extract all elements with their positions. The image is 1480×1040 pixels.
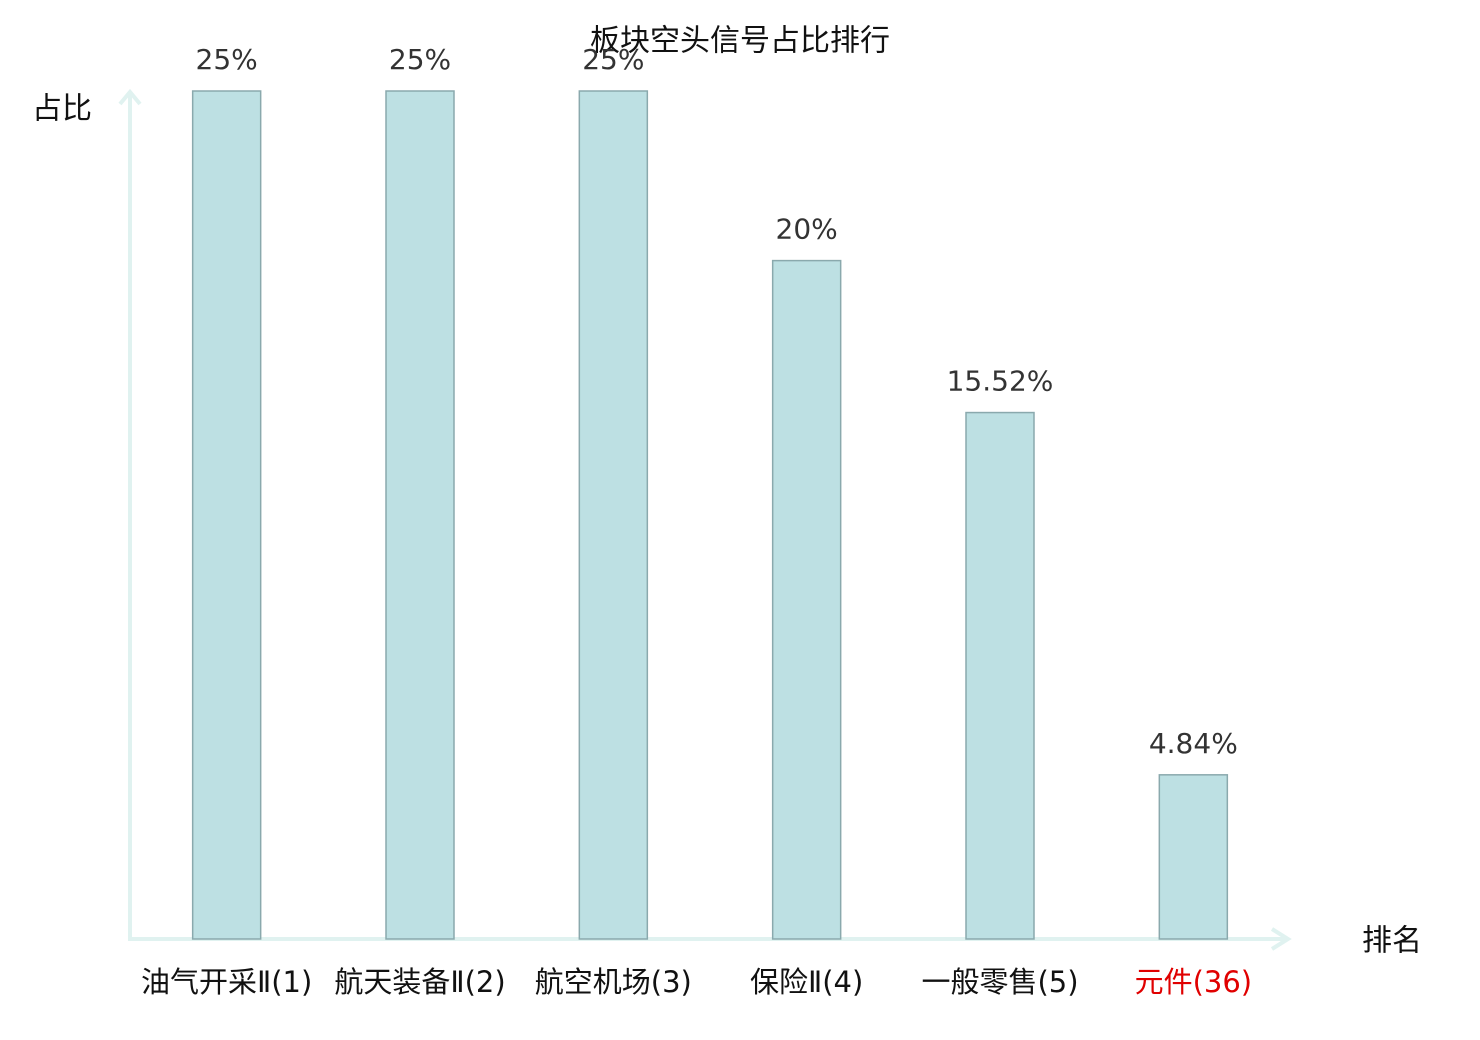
- x-tick-label: 航天装备Ⅱ(2): [334, 965, 506, 999]
- y-axis-label: 占比: [32, 92, 92, 127]
- bar: [191, 90, 262, 940]
- x-tick-label: 一般零售(5): [921, 965, 1079, 999]
- chart-title: 板块空头信号占比排行: [590, 24, 890, 59]
- x-tick-label: 保险Ⅱ(4): [749, 965, 864, 999]
- bar: [965, 411, 1035, 940]
- value-label: 25%: [389, 43, 451, 76]
- x-tick-label: 航空机场(3): [534, 965, 692, 999]
- bar: [578, 90, 649, 940]
- bar: [385, 90, 455, 940]
- value-label: 25%: [582, 43, 644, 76]
- x-tick-label: 油气开采Ⅱ(1): [140, 965, 313, 999]
- value-label: 15.52%: [947, 365, 1054, 398]
- x-axis-label: 排名: [1362, 924, 1422, 959]
- value-label: 25%: [196, 43, 258, 76]
- bar: [1158, 774, 1229, 940]
- axes: [118, 88, 1292, 951]
- x-tick-label: 元件(36): [1134, 965, 1253, 999]
- value-label: 20%: [776, 213, 838, 246]
- value-label: 4.84%: [1149, 727, 1238, 760]
- y-axis-arrow: [118, 88, 142, 106]
- bar: [771, 259, 842, 940]
- x-axis-arrow: [1270, 927, 1292, 951]
